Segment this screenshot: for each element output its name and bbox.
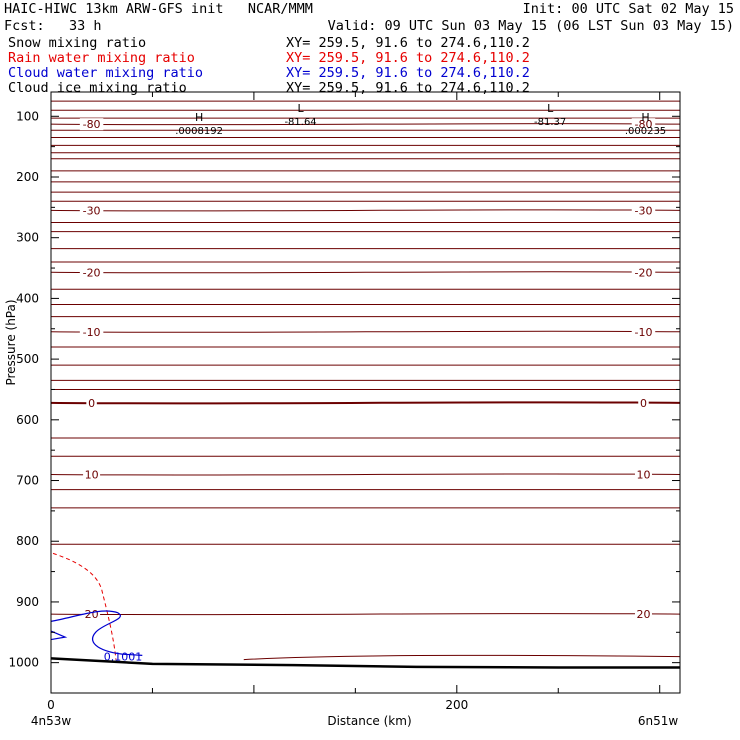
y-tick-label: 1000 (8, 656, 39, 670)
isotherm-label: -80 (634, 118, 652, 131)
isotherm-line (50, 151, 681, 154)
endpoint-right: 6n51w (638, 714, 679, 728)
isotherm-label: 0 (640, 397, 647, 410)
y-tick-label: 100 (16, 109, 39, 123)
isotherm-label: 10 (85, 468, 99, 481)
x-axis-label: Distance (km) (327, 714, 411, 728)
isotherm-line--30 (50, 209, 681, 212)
field-xy-rain: XY= 259.5, 91.6 to 274.6,110.2 (286, 50, 530, 66)
isotherm-label-bg (634, 468, 652, 481)
isotherm-label: -10 (634, 326, 652, 339)
y-axis-label: Pressure (hPa) (4, 299, 18, 385)
isotherm-label: -20 (634, 266, 652, 279)
extremum-marker: H (641, 111, 649, 124)
y-tick-label: 600 (16, 413, 39, 427)
isotherm-label: 20 (636, 608, 650, 621)
isotherm-line (50, 379, 681, 382)
isotherm-line-20 (50, 613, 681, 616)
isotherm-line--20 (50, 271, 681, 274)
isotherm-line (50, 170, 681, 172)
isotherm-label: -30 (634, 204, 652, 217)
endpoint-left: 4n53w (31, 714, 72, 728)
extremum-value: -81.64 (284, 117, 316, 128)
cloud-water-contour-small (50, 630, 68, 641)
isotherm-line (50, 129, 681, 132)
isotherm-line (50, 488, 681, 491)
isotherm-line (50, 303, 681, 306)
isotherm-line (50, 109, 681, 112)
isotherm-label: 10 (636, 468, 650, 481)
isotherm-line (50, 221, 681, 224)
isotherm-label-bg (631, 204, 656, 217)
isotherm-label-bg (83, 608, 101, 621)
cloud-water-contour (50, 610, 143, 656)
isotherm-line (50, 315, 681, 318)
extremum-marker: L (298, 102, 305, 115)
isotherm-line (50, 288, 681, 291)
isotherm-label-bg (79, 325, 104, 338)
extremum-marker: H (195, 111, 203, 124)
isotherm-label-bg (631, 266, 656, 279)
isotherm-line--10 (50, 330, 681, 333)
isotherm-label-bg (79, 266, 104, 279)
isotherm-line (50, 437, 681, 439)
isotherm-label-bg (631, 325, 656, 338)
extremum-marker: L (547, 102, 554, 115)
field-name-rain: Rain water mixing ratio (8, 50, 195, 66)
cloud-water-label: 0.1001 (104, 651, 143, 664)
y-tick-label: 200 (16, 170, 39, 184)
y-tick-label: 800 (16, 534, 39, 548)
rain-contour (52, 552, 117, 660)
isotherm-line (50, 144, 681, 147)
isotherm-label-bg (638, 396, 649, 409)
y-tick-label: 900 (16, 595, 39, 609)
y-tick-label: 400 (16, 291, 39, 305)
isotherm-label: -30 (83, 204, 101, 217)
isotherm-label: -20 (83, 266, 101, 279)
field-xy-cloudwater: XY= 259.5, 91.6 to 274.6,110.2 (286, 65, 530, 81)
isotherm-label-bg (79, 118, 104, 131)
isotherm-label: -10 (83, 326, 101, 339)
y-tick-label: 500 (16, 352, 39, 366)
isotherm-line-10 (50, 473, 681, 476)
isotherm-line (50, 191, 681, 194)
field-xy-snow: XY= 259.5, 91.6 to 274.6,110.2 (286, 35, 530, 51)
isotherm-label-bg (634, 608, 652, 621)
isotherm-line (50, 543, 681, 546)
isotherm-line (50, 346, 681, 348)
isotherm-label: 0 (88, 397, 95, 410)
isotherm-line-0 (50, 401, 681, 405)
plot-frame (50, 91, 681, 694)
isotherm-label-bg (631, 118, 656, 131)
header-init: Init: 00 UTC Sat 02 May 15 (522, 1, 734, 17)
extremum-value: -81.37 (534, 117, 566, 128)
field-name-snow: Snow mixing ratio (8, 35, 147, 51)
isotherm-label: -80 (83, 118, 101, 131)
field-name-cloudwater: Cloud water mixing ratio (8, 65, 204, 81)
x-tick-label: 0 (47, 698, 55, 712)
y-tick-label: 300 (16, 231, 39, 245)
isotherm-line (50, 158, 681, 160)
isotherm-line-surface (243, 654, 681, 661)
extremum-value: .0008192 (175, 126, 223, 137)
isotherm-label: 20 (85, 608, 99, 621)
isotherm-line--80 (50, 123, 681, 126)
y-tick-label: 700 (16, 474, 39, 488)
header-title: HAIC-HIWC 13km ARW-GFS init NCAR/MMM (4, 1, 313, 17)
header-valid: Valid: 09 UTC Sun 03 May 15 (06 LST Sun … (327, 18, 734, 34)
isotherm-label-bg (86, 396, 97, 409)
isotherm-line (50, 247, 681, 250)
isotherm-label-bg (83, 468, 101, 481)
header-fcst: Fcst: 33 h (4, 18, 102, 34)
terrain-line (50, 657, 680, 669)
isotherm-label-bg (79, 204, 104, 217)
x-tick-label: 200 (445, 698, 468, 712)
extremum-value: .000235 (625, 126, 666, 137)
